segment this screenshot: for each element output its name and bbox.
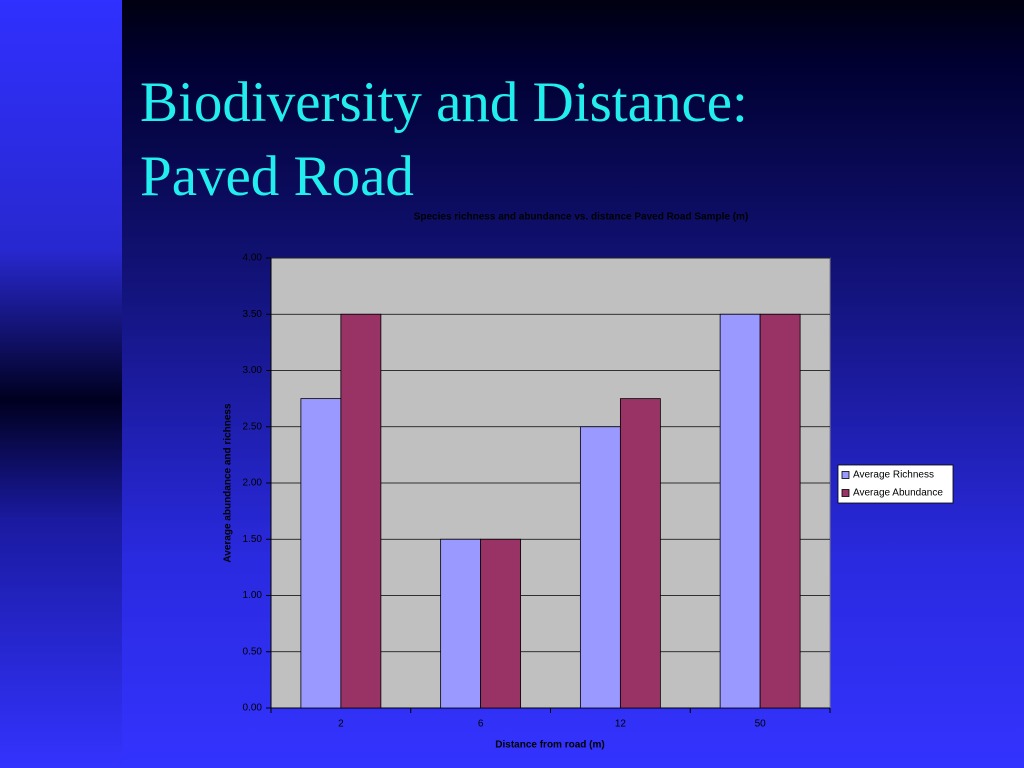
y-tick-label: 3.00 bbox=[243, 365, 263, 376]
legend-box bbox=[837, 464, 954, 504]
bar bbox=[759, 313, 801, 709]
chart-title: Species richness and abundance vs. dista… bbox=[414, 212, 749, 223]
bar bbox=[440, 538, 482, 709]
bar bbox=[480, 538, 522, 709]
x-tick-label: 2 bbox=[338, 719, 344, 730]
x-tick-label: 6 bbox=[478, 719, 484, 730]
bar bbox=[619, 398, 661, 709]
legend-label: Average Richness bbox=[853, 470, 934, 481]
y-tick-label: 4.00 bbox=[243, 253, 263, 264]
bar bbox=[340, 313, 382, 709]
bar bbox=[719, 313, 761, 709]
y-tick-label: 2.50 bbox=[243, 421, 263, 432]
x-tick-label: 50 bbox=[755, 719, 767, 730]
y-tick-label: 1.00 bbox=[243, 590, 263, 601]
decor-strip bbox=[0, 0, 122, 768]
slide-title: Biodiversity and Distance: Paved Road bbox=[140, 71, 748, 208]
bar bbox=[300, 398, 342, 709]
y-tick-label: 3.50 bbox=[243, 309, 263, 320]
y-tick-label: 0.50 bbox=[243, 646, 263, 657]
legend-swatch bbox=[841, 489, 850, 497]
x-axis-label: Distance from road (m) bbox=[495, 740, 604, 751]
legend-swatch bbox=[841, 471, 850, 479]
y-tick-label: 0.00 bbox=[243, 703, 263, 714]
bar bbox=[579, 426, 621, 709]
y-tick-label: 1.50 bbox=[243, 534, 263, 545]
y-axis-label: Average abundance and richness bbox=[223, 403, 234, 563]
legend-label: Average Abundance bbox=[853, 488, 943, 499]
y-tick-label: 2.00 bbox=[243, 478, 263, 489]
x-tick-label: 12 bbox=[615, 719, 627, 730]
